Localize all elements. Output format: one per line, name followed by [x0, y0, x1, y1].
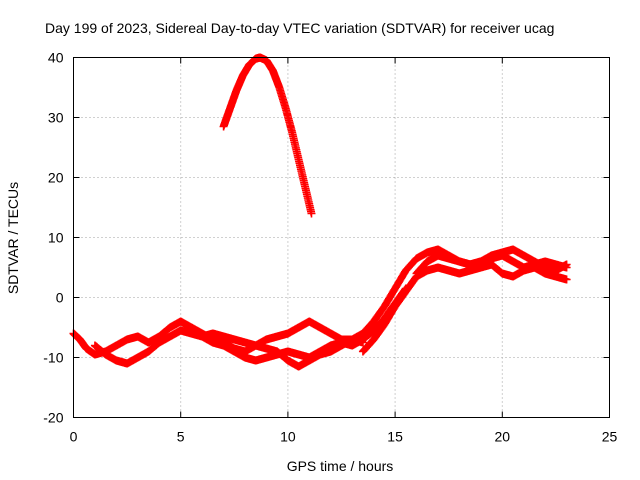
x-tick-label: 5 — [177, 429, 185, 445]
y-tick-label: 40 — [48, 50, 64, 66]
y-axis-label: SDTVAR / TECUs — [5, 182, 21, 294]
x-tick-label: 0 — [70, 429, 78, 445]
data-point — [562, 275, 571, 284]
chart-title: Day 199 of 2023, Sidereal Day-to-day VTE… — [45, 20, 554, 36]
data-points — [69, 53, 571, 371]
y-tick-label: -20 — [43, 410, 63, 426]
data-point — [562, 260, 571, 269]
x-tick-label: 25 — [602, 429, 618, 445]
series-track-d — [358, 260, 571, 356]
y-tick-label: 0 — [56, 290, 64, 306]
y-tick-label: -10 — [43, 350, 63, 366]
y-tick-label: 30 — [48, 110, 64, 126]
series-track-b — [90, 284, 410, 368]
grid-lines — [73, 57, 610, 418]
x-axis-label: GPS time / hours — [287, 458, 394, 474]
axis-ticks: 0 5 10 15 20 25 -20 -10 0 10 20 30 40 — [43, 50, 617, 445]
series-arc-high — [219, 53, 316, 218]
x-tick-label: 10 — [280, 429, 296, 445]
series-track-c — [198, 245, 571, 371]
series-track-e — [412, 245, 571, 278]
data-point — [307, 209, 316, 218]
x-tick-label: 20 — [495, 429, 511, 445]
y-tick-label: 10 — [48, 230, 64, 246]
x-tick-label: 15 — [387, 429, 403, 445]
y-tick-label: 20 — [48, 170, 64, 186]
